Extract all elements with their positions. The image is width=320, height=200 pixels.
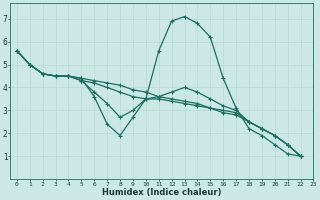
X-axis label: Humidex (Indice chaleur): Humidex (Indice chaleur) bbox=[102, 188, 222, 197]
